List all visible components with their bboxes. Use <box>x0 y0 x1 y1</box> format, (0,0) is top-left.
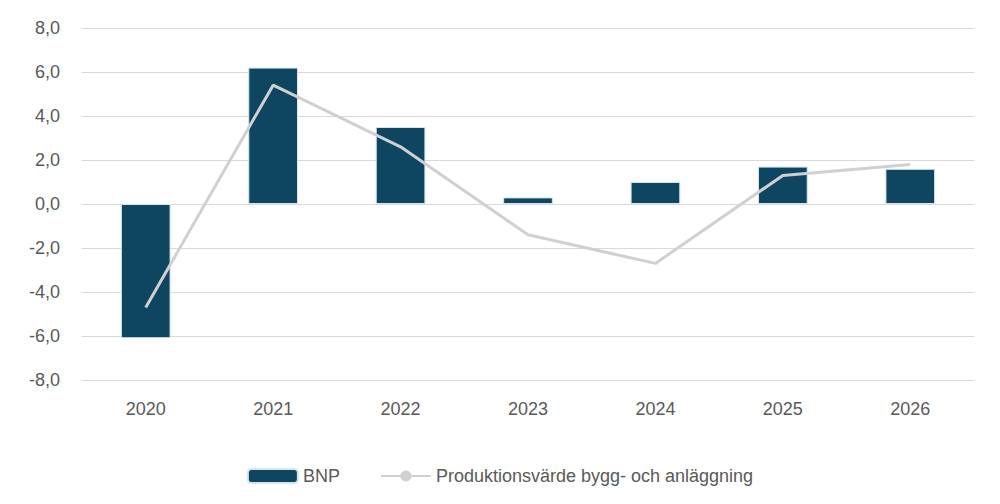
svg-text:BNP: BNP <box>303 466 340 486</box>
svg-text:-6,0: -6,0 <box>29 326 60 346</box>
svg-text:2023: 2023 <box>508 399 548 419</box>
svg-text:2,0: 2,0 <box>35 150 60 170</box>
svg-text:0,0: 0,0 <box>35 194 60 214</box>
svg-text:2024: 2024 <box>635 399 675 419</box>
svg-text:4,0: 4,0 <box>35 106 60 126</box>
svg-text:6,0: 6,0 <box>35 62 60 82</box>
svg-text:-2,0: -2,0 <box>29 238 60 258</box>
svg-text:-8,0: -8,0 <box>29 370 60 390</box>
svg-text:2026: 2026 <box>890 399 930 419</box>
svg-text:8,0: 8,0 <box>35 18 60 38</box>
svg-text:2025: 2025 <box>763 399 803 419</box>
svg-text:2022: 2022 <box>381 399 421 419</box>
svg-text:-4,0: -4,0 <box>29 282 60 302</box>
svg-text:2020: 2020 <box>126 399 166 419</box>
svg-text:2021: 2021 <box>253 399 293 419</box>
svg-text:Produktionsvärde bygg- och anl: Produktionsvärde bygg- och anläggning <box>436 466 753 486</box>
